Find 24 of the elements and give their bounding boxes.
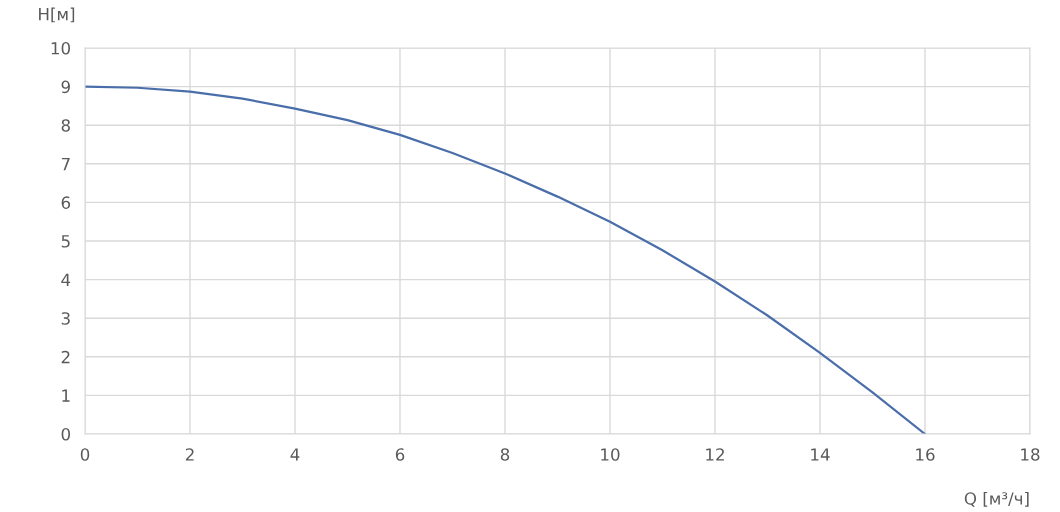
y-tick-label: 6 [61, 196, 71, 209]
x-tick-label: 18 [1021, 448, 1040, 461]
x-tick-label: 6 [395, 448, 405, 461]
x-tick-label: 10 [601, 448, 620, 461]
x-tick-label: 4 [290, 448, 300, 461]
x-axis-title: Q [м³/ч] [964, 491, 1029, 507]
x-tick-label: 8 [500, 448, 510, 461]
x-tick-label: 0 [80, 448, 90, 461]
y-axis-title: H[м] [39, 7, 75, 23]
y-tick-label: 3 [61, 312, 70, 325]
x-tick-label: 14 [811, 448, 830, 461]
x-tick-label: 16 [916, 448, 935, 461]
x-tick-label: 12 [706, 448, 724, 461]
y-tick-label: 10 [51, 41, 70, 55]
y-tick-label: 9 [61, 80, 70, 94]
line-series [85, 85, 927, 434]
y-tick-label: 8 [61, 119, 70, 132]
y-tick-label: 0 [61, 427, 70, 441]
y-tick-label: 7 [61, 157, 70, 171]
y-tick-label: 5 [61, 235, 70, 248]
y-tick-label: 2 [61, 350, 70, 364]
x-tick-label: 2 [185, 448, 194, 461]
y-tick-label: 1 [62, 389, 70, 402]
y-tick-label: 4 [61, 273, 71, 286]
